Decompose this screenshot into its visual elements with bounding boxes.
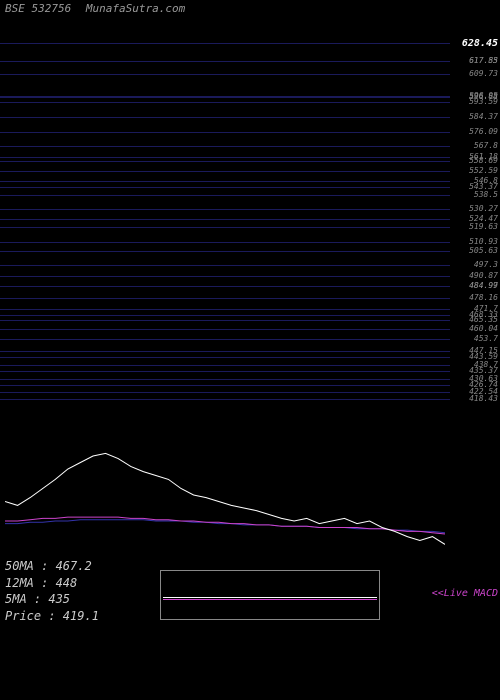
macd-price-line <box>5 453 445 544</box>
macd-label: <<Live MACD <box>432 588 498 600</box>
candles-container <box>5 40 450 400</box>
macd-section: 50MA : 467.2 12MA : 448 5MA : 435 Price … <box>0 430 500 630</box>
info-box: 50MA : 467.2 12MA : 448 5MA : 435 Price … <box>5 558 99 625</box>
inset-chart <box>160 570 380 620</box>
y-axis-labels: 628.45617.83617.55609.73596.95596.68593.… <box>453 40 498 400</box>
price-value: Price : 419.1 <box>5 608 99 625</box>
source-site: MunafaSutra.com <box>86 2 185 15</box>
ma5-value: 5MA : 435 <box>5 591 99 608</box>
inset-price <box>163 597 377 598</box>
ma12-value: 12MA : 448 <box>5 575 99 592</box>
inset-signal <box>163 599 377 600</box>
chart-header: BSE 532756 MunafaSutra.com <box>0 0 500 20</box>
candlestick-chart: 628.45617.83617.55609.73596.95596.68593.… <box>0 20 500 420</box>
exchange-code: BSE 532756 <box>5 2 71 15</box>
ma50-value: 50MA : 467.2 <box>5 558 99 575</box>
macd-chart <box>5 430 445 560</box>
